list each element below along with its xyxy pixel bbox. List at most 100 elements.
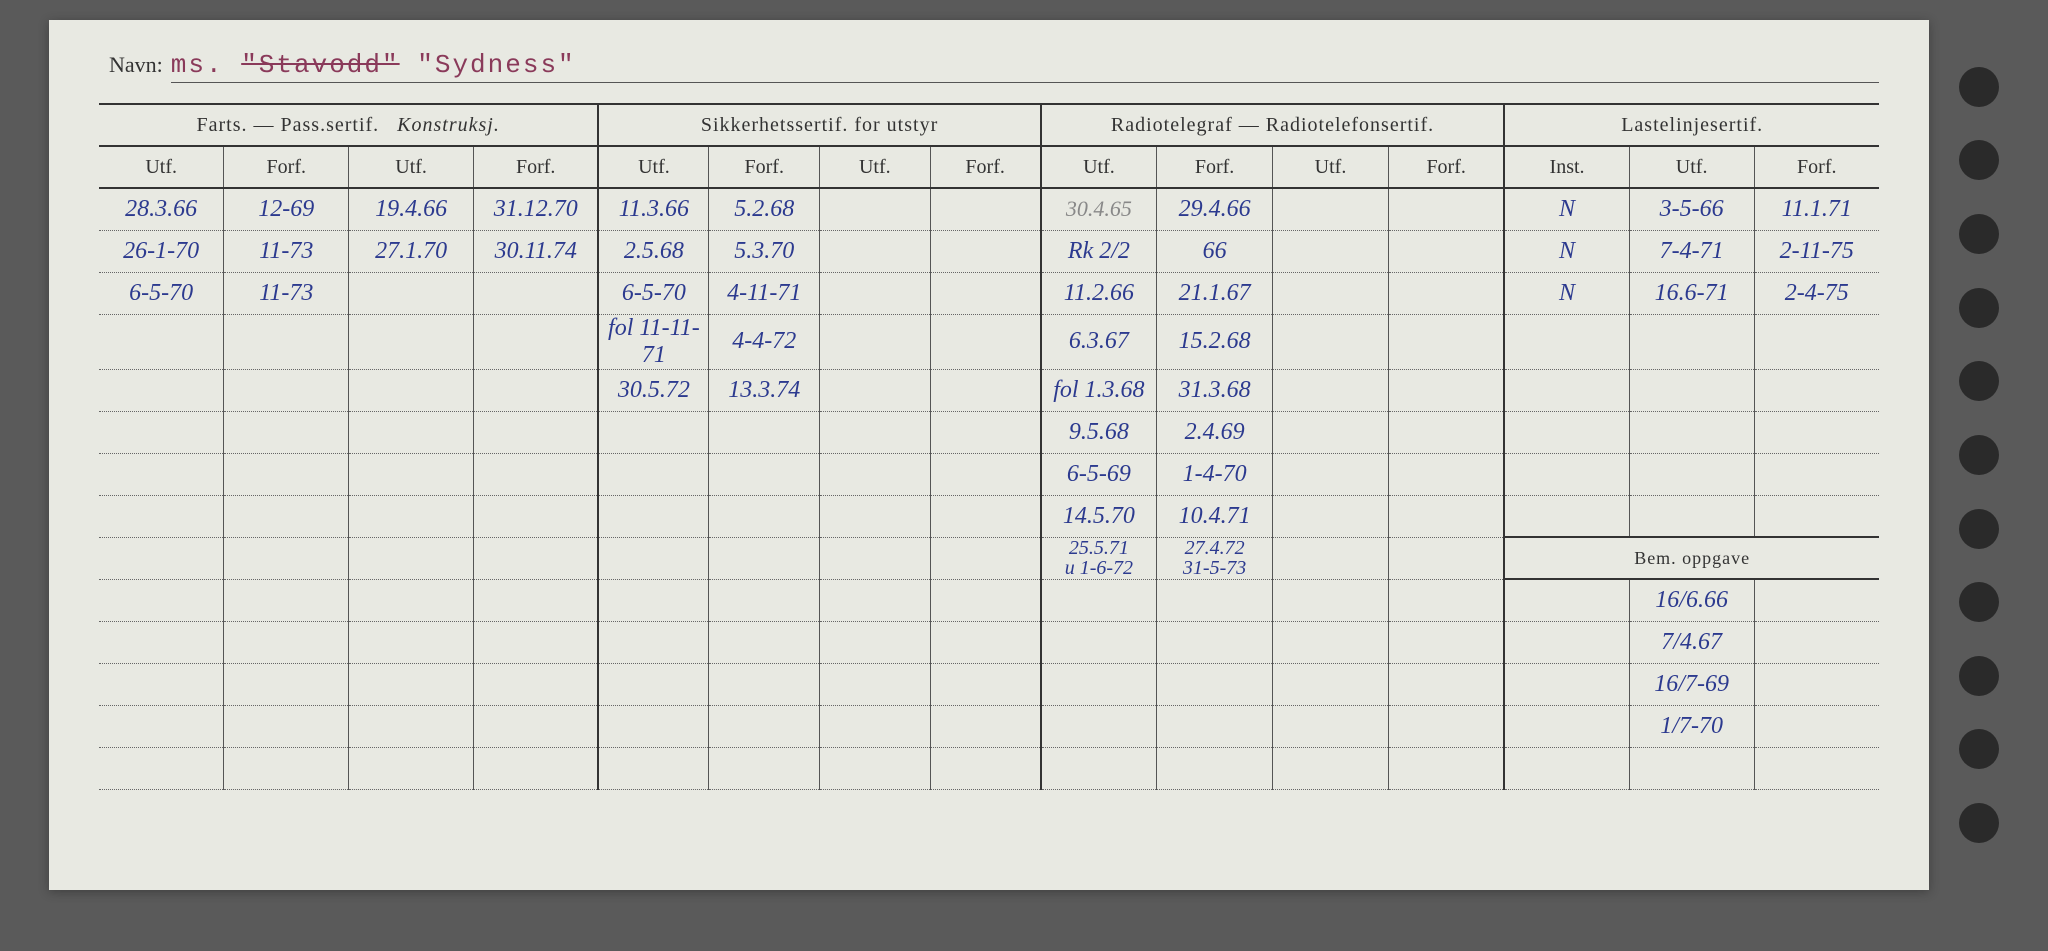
- cell: [1273, 495, 1389, 537]
- cell: [820, 537, 931, 579]
- cell: [930, 411, 1041, 453]
- bem-cell: [1504, 579, 1629, 621]
- cell: [820, 705, 931, 747]
- cell: 1-4-70: [1157, 453, 1273, 495]
- cell: [474, 705, 599, 747]
- cell: [1273, 369, 1389, 411]
- cell: [1041, 705, 1157, 747]
- cell: [349, 747, 474, 789]
- cell: [1041, 663, 1157, 705]
- bem-cell: [1754, 663, 1879, 705]
- cell: 3-5-66: [1629, 188, 1754, 230]
- cell-value: 28.3.66: [125, 196, 197, 222]
- cell: [820, 453, 931, 495]
- table-row: [99, 747, 1879, 789]
- sub-inst: Inst.: [1504, 146, 1629, 188]
- sub-forf: Forf.: [709, 146, 820, 188]
- cell: [930, 705, 1041, 747]
- cell: [99, 579, 224, 621]
- section-farts: Farts. — Pass.sertif. Konstruksj.: [99, 104, 598, 146]
- cell-value: 21.1.67: [1179, 280, 1251, 306]
- bem-cell: [1504, 621, 1629, 663]
- cell: [709, 747, 820, 789]
- cell-value: 6.3.67: [1069, 328, 1129, 354]
- cell-value: 15.2.68: [1179, 328, 1251, 354]
- sub-utf: Utf.: [99, 146, 224, 188]
- cell: 7-4-71: [1629, 230, 1754, 272]
- cell-value: 2.5.68: [624, 238, 684, 264]
- table-row: fol 11-11-714-4-726.3.6715.2.68: [99, 314, 1879, 369]
- cell: [349, 453, 474, 495]
- cell-value: 11-73: [259, 280, 313, 306]
- bem-cell: 16/6.66: [1629, 579, 1754, 621]
- cell: 2-4-75: [1754, 272, 1879, 314]
- cell-value: fol 1.3.68: [1053, 377, 1144, 403]
- cell: [474, 537, 599, 579]
- cell: [1629, 369, 1754, 411]
- cell-value: 2-11-75: [1780, 238, 1854, 264]
- cell-value: 6-5-69: [1067, 461, 1131, 487]
- table-row: 28.3.6612-6919.4.6631.12.7011.3.665.2.68…: [99, 188, 1879, 230]
- cell: [1388, 188, 1504, 230]
- cell-value: 10.4.71: [1179, 503, 1251, 529]
- cell: [1157, 663, 1273, 705]
- cell-value: 31.12.70: [494, 196, 578, 222]
- table-row: 16/6.66: [99, 579, 1879, 621]
- cell: [820, 495, 931, 537]
- cell: [1629, 495, 1754, 537]
- cell: N: [1504, 188, 1629, 230]
- cell: [820, 272, 931, 314]
- cell: [349, 495, 474, 537]
- cell: [474, 579, 599, 621]
- cell-value: 13.3.74: [728, 377, 800, 403]
- sub-utf: Utf.: [1273, 146, 1389, 188]
- cell-value: 30.5.72: [618, 377, 690, 403]
- cell: 11.2.66: [1041, 272, 1157, 314]
- cell: [99, 314, 224, 369]
- cell-value: 4-11-71: [727, 280, 801, 306]
- sub-utf: Utf.: [598, 146, 709, 188]
- cell: [1157, 705, 1273, 747]
- sub-forf: Forf.: [224, 146, 349, 188]
- bem-cell: 7/4.67: [1629, 621, 1754, 663]
- cell: [598, 579, 709, 621]
- cell: [224, 369, 349, 411]
- cell: [930, 369, 1041, 411]
- cell: [99, 747, 224, 789]
- cell: [820, 579, 931, 621]
- cell: [349, 314, 474, 369]
- cell: 6-5-70: [99, 272, 224, 314]
- navn-prefix: ms.: [171, 50, 224, 80]
- cell: [930, 230, 1041, 272]
- cell: [1273, 453, 1389, 495]
- cell-value: 12-69: [258, 196, 314, 222]
- cell: [709, 621, 820, 663]
- navn-value: ms. "Stavodd" "Sydness": [171, 50, 1879, 83]
- cell-value: 31.3.68: [1179, 377, 1251, 403]
- index-card: Navn: ms. "Stavodd" "Sydness" Farts. — P…: [49, 20, 1929, 890]
- cell: [224, 411, 349, 453]
- cell: [1754, 411, 1879, 453]
- cell: [1388, 579, 1504, 621]
- section-radio: Radiotelegraf — Radiotelefonsertif.: [1041, 104, 1505, 146]
- cell: 2-11-75: [1754, 230, 1879, 272]
- cell: [1388, 495, 1504, 537]
- cell: 19.4.66: [349, 188, 474, 230]
- cell-value: 11.2.66: [1064, 280, 1134, 306]
- cell: [1504, 314, 1629, 369]
- sub-forf: Forf.: [474, 146, 599, 188]
- cell: [1388, 621, 1504, 663]
- cell-value: 29.4.66: [1179, 196, 1251, 222]
- sub-forf: Forf.: [1754, 146, 1879, 188]
- cell: [349, 663, 474, 705]
- cell: 2.4.69: [1157, 411, 1273, 453]
- cell: [1754, 453, 1879, 495]
- cell: 27.4.7231-5-73: [1157, 537, 1273, 579]
- cell-value: 27.1.70: [375, 238, 447, 264]
- cell: [709, 663, 820, 705]
- cell: [224, 495, 349, 537]
- cell: 11-73: [224, 230, 349, 272]
- cell: [1273, 621, 1389, 663]
- cell: 12-69: [224, 188, 349, 230]
- cell-value: 9.5.68: [1069, 419, 1129, 445]
